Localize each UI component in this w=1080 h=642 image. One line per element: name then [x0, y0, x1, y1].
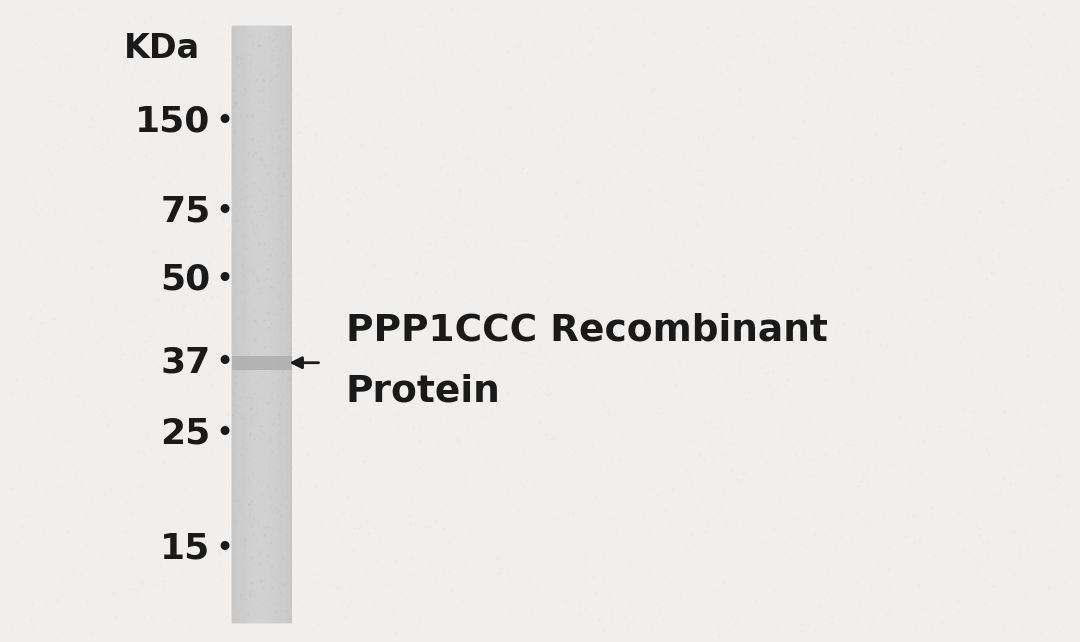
Text: PPP1CCC Recombinant: PPP1CCC Recombinant	[346, 313, 827, 349]
Text: 150: 150	[135, 105, 211, 139]
Text: 15: 15	[160, 532, 211, 566]
Text: Protein: Protein	[346, 374, 500, 410]
Text: 25: 25	[160, 417, 211, 450]
Text: •: •	[216, 534, 233, 564]
Text: •: •	[216, 107, 233, 137]
Bar	[232, 356, 292, 370]
Text: •: •	[216, 197, 233, 227]
Text: •: •	[216, 419, 233, 448]
Text: 37: 37	[160, 346, 211, 379]
Text: 75: 75	[160, 195, 211, 229]
Text: •: •	[216, 348, 233, 377]
Text: •: •	[216, 265, 233, 294]
Text: 50: 50	[160, 263, 211, 296]
Text: KDa: KDa	[124, 31, 200, 65]
Bar	[232, 26, 292, 623]
